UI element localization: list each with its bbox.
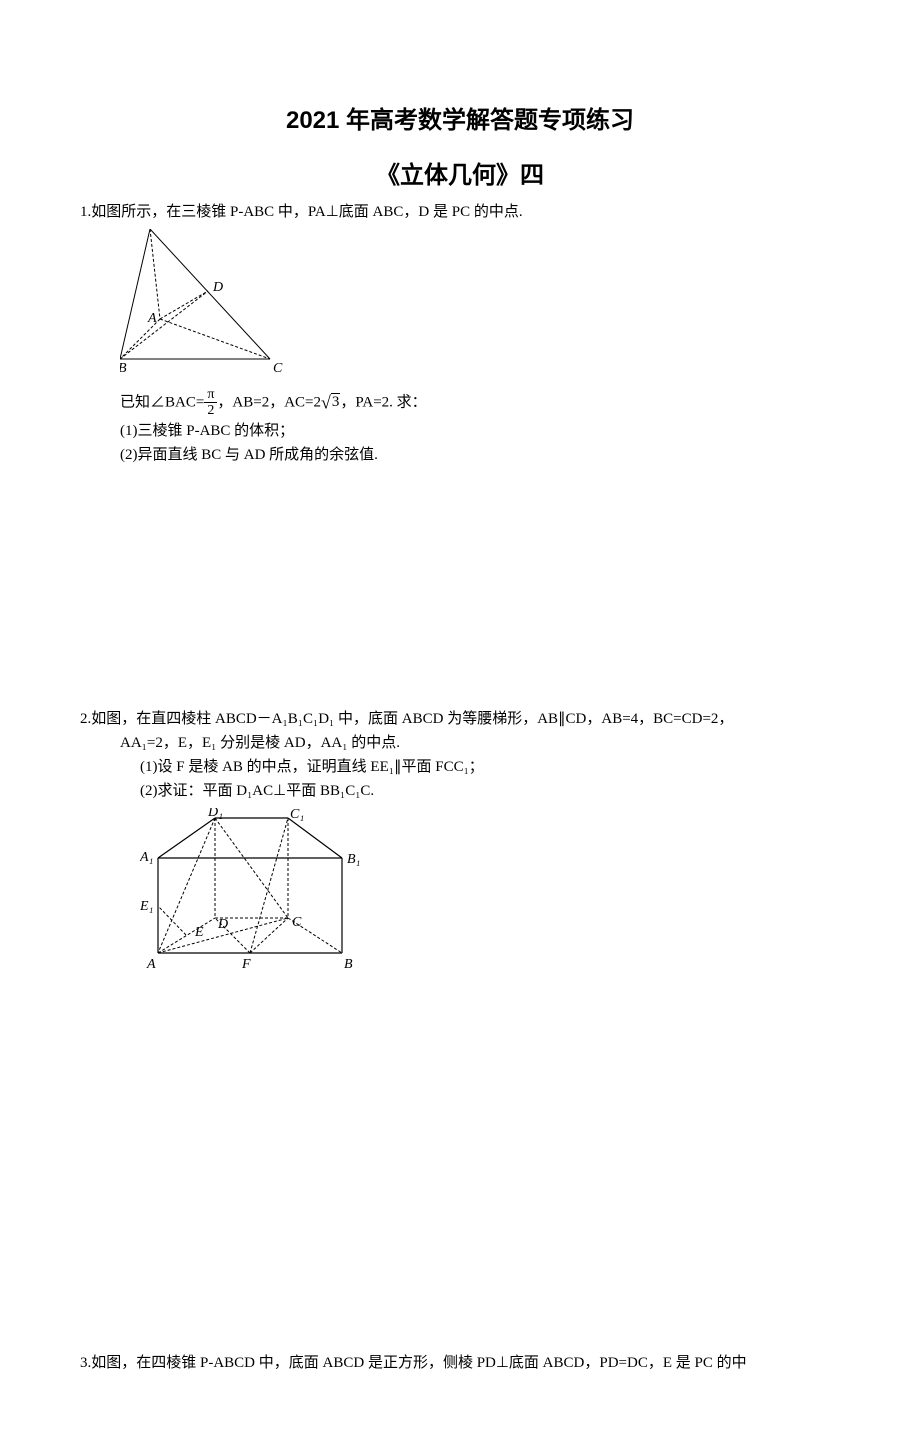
edge-pc <box>150 229 270 359</box>
problem-2-q1: (1)设 F 是棱 AB 的中点，证明直线 EE₁∥平面 FCC₁； <box>140 755 840 779</box>
problem-1-q2: (2)异面直线 BC 与 AD 所成角的余弦值. <box>120 443 840 467</box>
problem-1-diagram: P A B C D <box>120 229 840 382</box>
edge-fc1 <box>250 818 288 953</box>
edge-d1c <box>215 818 288 918</box>
problem-2-diagram: A B F D C E E₁ A₁ B₁ D₁ C₁ <box>140 808 840 981</box>
sqrt-symbol: √ <box>321 392 331 412</box>
given-post: ，AB=2，AC=2 <box>217 394 321 410</box>
label-d2: D <box>217 917 228 932</box>
sub-title: 《立体几何》四 <box>80 155 840 190</box>
label-d: D <box>212 280 223 295</box>
prism-svg: A B F D C E E₁ A₁ B₁ D₁ C₁ <box>140 808 370 973</box>
label-b2: B <box>344 957 353 972</box>
label-a1: A₁ <box>140 850 153 865</box>
problem-2-stem-line2: AA₁=2，E，E₁ 分别是棱 AD，AA₁ 的中点. <box>120 731 840 755</box>
label-c2: C <box>292 915 302 930</box>
problem-1-stem: 1.如图所示，在三棱锥 P-ABC 中，PA⊥底面 ABC，D 是 PC 的中点… <box>80 200 840 224</box>
given-pre: 已知∠BAC= <box>120 394 204 410</box>
problem-3-number: 3. <box>80 1355 91 1371</box>
label-b: B <box>120 361 127 374</box>
edge-ad <box>158 918 215 953</box>
problem-3-stem: 3.如图，在四棱锥 P‐ABCD 中，底面 ABCD 是正方形，侧棱 PD⊥底面… <box>80 1351 840 1375</box>
edge-fc <box>250 918 288 953</box>
label-a: A <box>147 311 157 326</box>
label-c1: C₁ <box>290 808 304 822</box>
label-f: F <box>241 957 251 972</box>
edge-ad <box>160 291 208 319</box>
label-e: E <box>194 925 204 940</box>
problem-1-given: 已知∠BAC=π2，AB=2，AC=2√3，PA=2. 求： <box>120 387 840 419</box>
edge-pa <box>150 229 160 319</box>
problem-1-stem-text: 如图所示，在三棱锥 P-ABC 中，PA⊥底面 ABC，D 是 PC 的中点. <box>91 204 522 220</box>
label-b1: B₁ <box>347 852 360 867</box>
problem-3-stem-text: 如图，在四棱锥 P‐ABCD 中，底面 ABCD 是正方形，侧棱 PD⊥底面 A… <box>91 1355 746 1371</box>
edge-ac <box>160 319 270 359</box>
frac-den: 2 <box>204 403 217 418</box>
problem-1: 1.如图所示，在三棱锥 P-ABC 中，PA⊥底面 ABC，D 是 PC 的中点… <box>80 200 840 467</box>
label-c: C <box>273 361 283 374</box>
problem-2-stem-line1: 如图，在直四棱柱 ABCD－A₁B₁C₁D₁ 中，底面 ABCD 为等腰梯形，A… <box>91 711 733 727</box>
frac-num: π <box>204 387 217 403</box>
edge-c1b1 <box>288 818 342 858</box>
problem-2-stem: 2.如图，在直四棱柱 ABCD－A₁B₁C₁D₁ 中，底面 ABCD 为等腰梯形… <box>80 707 840 731</box>
problem-1-number: 1. <box>80 204 91 220</box>
fraction-pi-2: π2 <box>204 387 217 419</box>
edge-ee1 <box>158 906 186 935</box>
main-title: 2021 年高考数学解答题专项练习 <box>80 100 840 135</box>
problem-1-q1: (1)三棱锥 P-ABC 的体积； <box>120 419 840 443</box>
label-p: P <box>144 229 154 233</box>
label-a2: A <box>146 957 156 972</box>
problem-2-q2: (2)求证：平面 D₁AC⊥平面 BB₁C₁C. <box>140 779 840 803</box>
problem-2: 2.如图，在直四棱柱 ABCD－A₁B₁C₁D₁ 中，底面 ABCD 为等腰梯形… <box>80 707 840 981</box>
problem-2-number: 2. <box>80 711 91 727</box>
label-e1: E₁ <box>140 899 153 914</box>
problem-3: 3.如图，在四棱锥 P‐ABCD 中，底面 ABCD 是正方形，侧棱 PD⊥底面… <box>80 1351 840 1375</box>
tetrahedron-svg: P A B C D <box>120 229 295 374</box>
label-d1: D₁ <box>207 808 223 820</box>
given-end: ，PA=2. 求： <box>340 394 426 410</box>
sqrt-content: 3 <box>331 393 341 410</box>
